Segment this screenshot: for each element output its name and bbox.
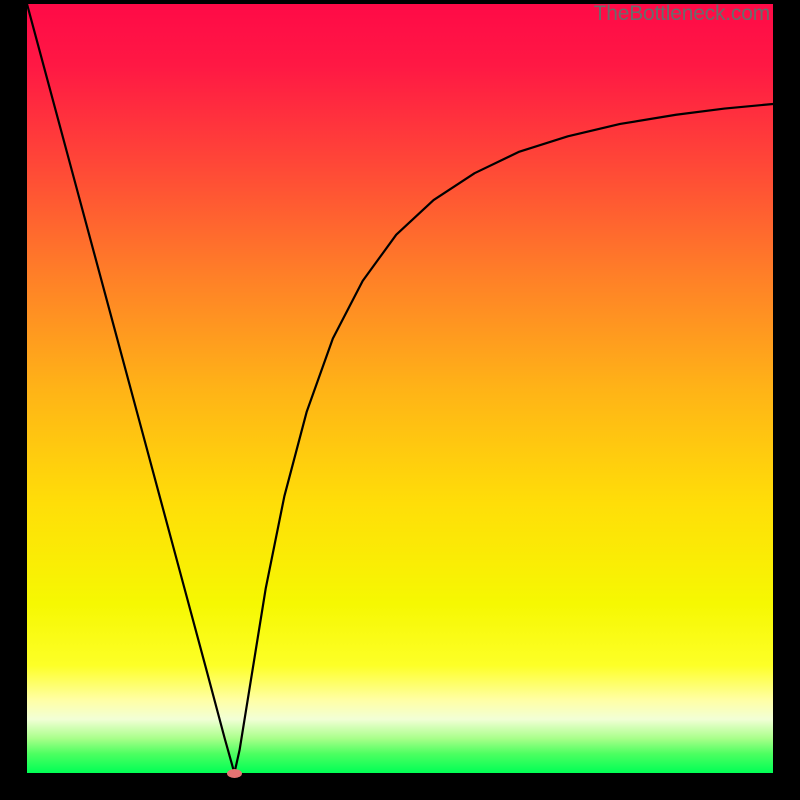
- watermark-text: TheBottleneck.com: [594, 2, 770, 26]
- chart-container: { "watermark": { "text": "TheBottleneck.…: [0, 0, 800, 800]
- bottleneck-curve-chart: [27, 4, 773, 773]
- plot-area: [27, 4, 773, 773]
- minimum-marker: [227, 769, 242, 778]
- chart-background: [27, 4, 773, 773]
